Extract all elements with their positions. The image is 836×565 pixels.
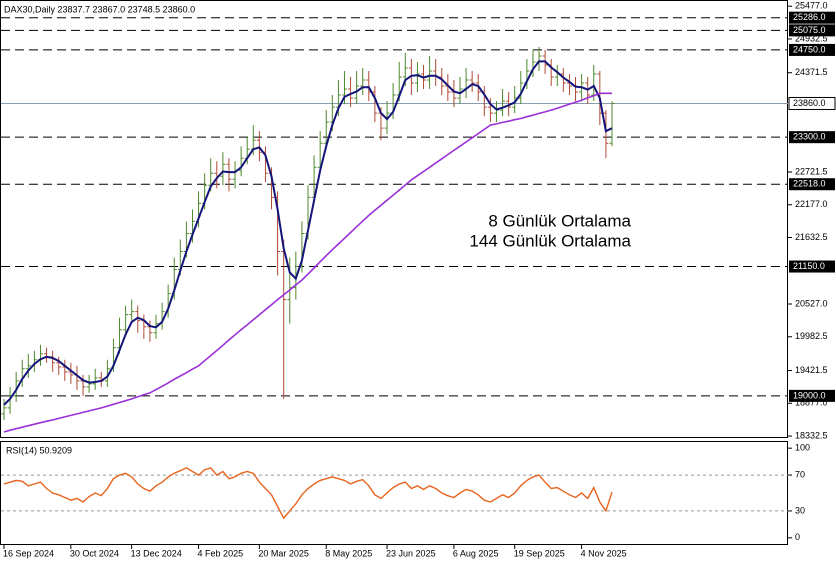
- x-tick-label: 13 Dec 2024: [131, 548, 182, 558]
- legend-entry: 8 Günlük Ortalama: [488, 211, 631, 230]
- ohlc-bar: [256, 131, 262, 162]
- level-label-box: [789, 24, 835, 37]
- y-tick-label: 18877.0: [795, 398, 828, 408]
- level-label-box: [789, 131, 835, 144]
- level-label: 25286.0: [793, 12, 826, 22]
- rsi-title: RSI(14) 50.9209: [6, 445, 72, 455]
- ohlc-bar: [226, 158, 232, 192]
- y-tick-label: 19421.5: [795, 365, 828, 375]
- rsi-panel: [0, 441, 788, 545]
- x-tick-label: 19 Sep 2025: [514, 548, 565, 558]
- ohlc-bar: [354, 70, 360, 105]
- y-tick-label: 0: [795, 532, 800, 542]
- ohlc-bar: [609, 101, 615, 147]
- last-price-label: 23860.0: [793, 98, 826, 108]
- y-tick-label: 20527.0: [795, 298, 828, 308]
- ohlc-bar: [25, 353, 31, 378]
- ohlc-bar: [427, 55, 433, 90]
- ohlc-bar: [135, 305, 141, 333]
- line: [3, 60, 613, 406]
- ohlc-bar: [457, 77, 463, 105]
- level-label: 24750.0: [793, 44, 826, 54]
- ohlc-bar: [238, 146, 244, 177]
- ohlc-bar: [92, 368, 98, 390]
- level-label: 22518.0: [793, 179, 826, 189]
- ohlc-bar: [566, 74, 572, 96]
- ohlc-bar: [506, 92, 512, 117]
- legend-entry: 144 Günlük Ortalama: [469, 231, 631, 250]
- price-panel: [0, 0, 788, 438]
- ohlc-bar: [360, 67, 366, 96]
- y-tick-label: 19982.5: [795, 331, 828, 341]
- x-tick-label: 4 Feb 2025: [198, 548, 244, 558]
- y-tick-label: 30: [795, 505, 805, 515]
- x-tick-label: 6 Aug 2025: [453, 548, 499, 558]
- line: [3, 467, 613, 520]
- level-label-box: [789, 11, 835, 24]
- ohlc-bar: [281, 239, 287, 399]
- y-tick-label: 25477.0: [795, 1, 828, 11]
- ohlc-bar: [68, 362, 74, 384]
- level-label: 21150.0: [793, 261, 825, 271]
- ohlc-bar: [104, 359, 110, 387]
- level-label-box: [789, 260, 835, 273]
- y-tick-label: 18332.5: [795, 430, 828, 440]
- ohlc-bar: [62, 359, 68, 381]
- x-tick-label: 4 Nov 2025: [581, 548, 627, 558]
- level-label-box: [789, 178, 835, 191]
- ohlc-bar: [86, 374, 92, 393]
- x-tick-label: 23 Jun 2025: [386, 548, 436, 558]
- ohlc-bar: [311, 155, 317, 204]
- ohlc-bar: [348, 77, 354, 108]
- y-tick-label: 100: [795, 443, 810, 453]
- ohlc-bar: [469, 70, 475, 93]
- x-tick-label: 20 Mar 2025: [258, 548, 309, 558]
- level-label: 25075.0: [793, 25, 826, 35]
- x-tick-label: 16 Sep 2024: [3, 548, 54, 558]
- level-label: 23300.0: [793, 132, 826, 142]
- ohlc-bar: [123, 305, 129, 336]
- ohlc-bar: [317, 131, 323, 174]
- y-tick-label: 22177.0: [795, 199, 828, 209]
- last-price-box: [788, 96, 836, 110]
- x-tick-label: 8 May 2025: [325, 548, 372, 558]
- ohlc-bar: [603, 110, 609, 159]
- ohlc-bar: [220, 152, 226, 186]
- ohlc-bar: [500, 89, 506, 117]
- ohlc-bar: [414, 61, 420, 93]
- chart-title: DAX30,Daily 23837.7 23867.0 23748.5 2386…: [4, 4, 195, 14]
- ohlc-bar: [56, 356, 62, 375]
- y-tick-label: 22721.5: [795, 166, 828, 176]
- level-label-box: [789, 43, 835, 56]
- y-tick-label: 70: [795, 469, 805, 479]
- level-label: 19000.0: [793, 390, 826, 400]
- y-tick-label: 24932.5: [795, 33, 828, 43]
- ohlc-bar: [487, 98, 493, 123]
- y-tick-label: 24371.5: [795, 67, 828, 77]
- ohlc-bar: [129, 299, 135, 321]
- ohlc-bar: [13, 371, 19, 402]
- line: [3, 92, 612, 433]
- ohlc-bar: [560, 67, 566, 93]
- y-tick-label: 21632.5: [795, 232, 828, 242]
- ohlc-bar: [1, 398, 7, 420]
- ohlc-bar: [372, 86, 378, 123]
- level-label-box: [789, 389, 835, 402]
- x-tick-label: 30 Oct 2024: [70, 548, 119, 558]
